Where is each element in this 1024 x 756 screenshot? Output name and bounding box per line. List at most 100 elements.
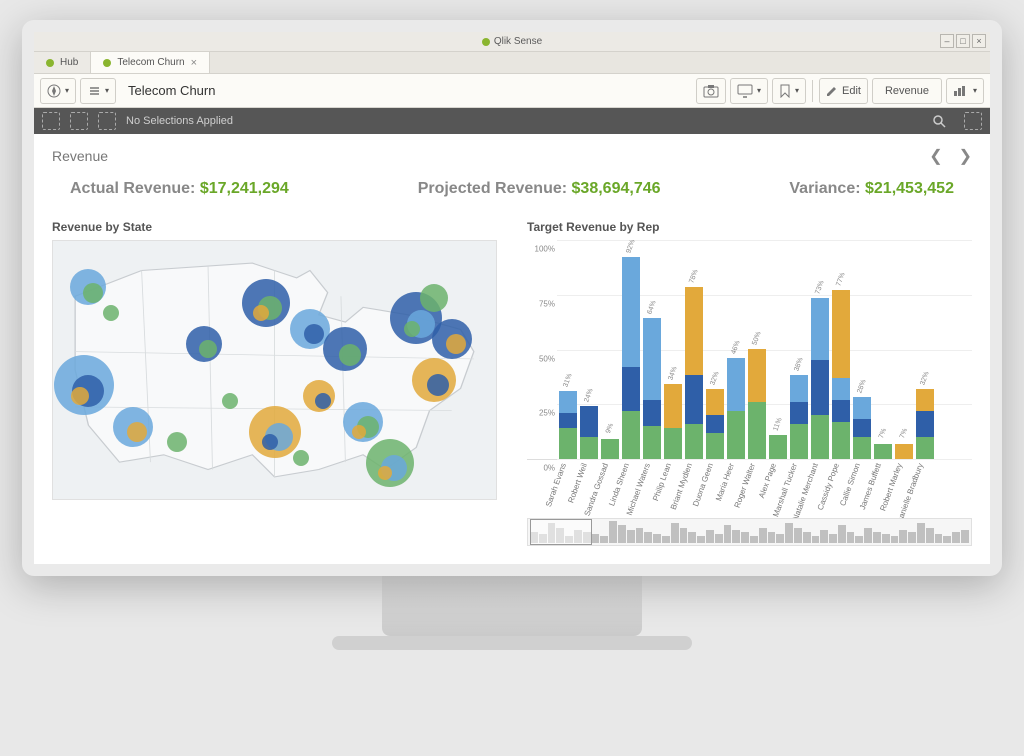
maximize-button[interactable]: □ <box>956 34 970 48</box>
bar-segment <box>727 411 745 459</box>
bar-column[interactable]: Linda Sheen92% <box>622 257 640 459</box>
monitor-base <box>332 636 692 650</box>
map-bubble[interactable] <box>83 283 103 303</box>
bar-column[interactable]: Sarah Evans31% <box>559 391 577 459</box>
mini-bar <box>961 530 969 543</box>
map-chart[interactable] <box>52 240 497 500</box>
app-icon <box>103 59 111 67</box>
edit-button[interactable]: Edit <box>819 78 868 104</box>
sheet-selector[interactable]: Revenue <box>872 78 942 104</box>
bar-segment <box>895 444 913 459</box>
edit-label: Edit <box>842 85 861 97</box>
bar-segment <box>811 360 829 415</box>
bar-segment <box>811 298 829 360</box>
mini-bar <box>873 532 881 543</box>
bar-chart[interactable]: 0%25%50%75%100% Sarah Evans31%Robert Wei… <box>527 240 972 460</box>
mini-bar <box>750 536 758 543</box>
bar-column[interactable]: Robert Marley7% <box>895 444 913 459</box>
bar-column[interactable]: Sandra Gossad9% <box>601 439 619 459</box>
mini-bar <box>926 528 934 543</box>
bar-column[interactable]: Roger Walter50% <box>748 349 766 459</box>
close-button[interactable]: × <box>972 34 986 48</box>
bar-column[interactable]: Marshall Tucker38% <box>790 375 808 459</box>
mini-bar <box>794 528 802 543</box>
map-bubble[interactable] <box>293 450 309 466</box>
map-panel[interactable]: Revenue by State <box>52 220 497 546</box>
map-bubble[interactable] <box>103 305 119 321</box>
bookmark-button[interactable]: ▾ <box>772 78 806 104</box>
sheets-grid-button[interactable]: ▾ <box>946 78 984 104</box>
bar-column[interactable]: Danielle Bradbury32% <box>916 389 934 459</box>
bar-column[interactable]: Philip Lean34% <box>664 384 682 459</box>
bar-column[interactable]: James Buffett7% <box>874 444 892 459</box>
kpi-actual-label: Actual Revenue: <box>70 180 195 197</box>
map-bubble[interactable] <box>420 284 448 312</box>
present-button[interactable]: ▾ <box>730 78 768 104</box>
grid-icon <box>953 85 969 97</box>
pencil-icon <box>826 85 838 97</box>
mini-bar <box>864 528 872 543</box>
grid-line <box>557 295 972 296</box>
map-bubble[interactable] <box>339 344 361 366</box>
bar-segment <box>874 444 892 459</box>
map-bubble[interactable] <box>127 422 147 442</box>
minimize-button[interactable]: – <box>940 34 954 48</box>
selection-forward-icon[interactable] <box>70 112 88 130</box>
map-bubble[interactable] <box>71 387 89 405</box>
bar-x-label: Philip Lean <box>651 462 673 502</box>
nav-button[interactable]: ▾ <box>40 78 76 104</box>
bar-value-label: 11% <box>772 417 783 432</box>
map-bubble[interactable] <box>404 321 420 337</box>
bar-segment <box>832 378 850 400</box>
os-app-title: Qlik Sense <box>494 36 542 47</box>
tab-label: Telecom Churn <box>117 57 184 68</box>
bar-segment <box>706 415 724 433</box>
bar-value-label: 50% <box>751 331 762 347</box>
mini-bar <box>803 532 811 543</box>
bar-column[interactable]: Robert Weil24% <box>580 406 598 459</box>
mini-bar <box>820 530 828 543</box>
mini-bar <box>592 534 600 543</box>
search-icon[interactable] <box>932 114 946 128</box>
mini-bar <box>908 532 916 543</box>
tab-telecom-churn[interactable]: Telecom Churn × <box>91 52 210 73</box>
tab-hub[interactable]: Hub <box>34 52 91 73</box>
mini-chart[interactable] <box>527 518 972 546</box>
tab-close-icon[interactable]: × <box>191 57 197 69</box>
bar-column[interactable]: Natalie Merchant73% <box>811 298 829 459</box>
os-title-bar: Qlik Sense – □ × <box>34 32 990 52</box>
bar-column[interactable]: Maria Heer46% <box>727 358 745 459</box>
prev-sheet-button[interactable]: ❮ <box>929 146 942 166</box>
bar-segment <box>748 349 766 402</box>
mini-bar <box>609 521 617 543</box>
bar-segment <box>727 358 745 411</box>
bar-value-label: 64% <box>646 300 657 316</box>
y-tick-label: 100% <box>535 245 555 254</box>
kpi-variance-label: Variance: <box>789 180 860 197</box>
bar-column[interactable]: Michael Waters64% <box>643 318 661 459</box>
bar-segment <box>790 424 808 459</box>
selection-back-icon[interactable] <box>42 112 60 130</box>
bar-column[interactable]: Briant Mydlen78% <box>685 287 703 459</box>
kpi-variance: Variance: $21,453,452 <box>789 180 954 198</box>
next-sheet-button[interactable]: ❯ <box>959 146 972 166</box>
selection-tool-icon[interactable] <box>964 112 982 130</box>
barchart-panel[interactable]: Target Revenue by Rep 0%25%50%75%100% Sa… <box>527 220 972 546</box>
bar-x-label: Alex Page <box>757 462 778 499</box>
bar-value-label: 24% <box>583 388 594 404</box>
selection-clear-icon[interactable] <box>98 112 116 130</box>
bar-column[interactable]: Duona Geen32% <box>706 389 724 459</box>
mini-selection[interactable] <box>530 519 592 545</box>
bar-column[interactable]: Cassidy Pope77% <box>832 290 850 459</box>
snapshot-button[interactable] <box>696 78 726 104</box>
map-bubble[interactable] <box>352 425 366 439</box>
bar-segment <box>664 384 682 428</box>
mini-bar <box>917 523 925 543</box>
bar-x-label: Maria Heer <box>714 462 736 502</box>
bar-x-label: Duona Geen <box>691 462 715 508</box>
bar-column[interactable]: Alex Page11% <box>769 435 787 459</box>
list-button[interactable]: ▾ <box>80 78 116 104</box>
compass-icon <box>47 84 61 98</box>
bar-value-label: 73% <box>814 280 825 296</box>
bar-column[interactable]: Callie Simon28% <box>853 397 871 459</box>
